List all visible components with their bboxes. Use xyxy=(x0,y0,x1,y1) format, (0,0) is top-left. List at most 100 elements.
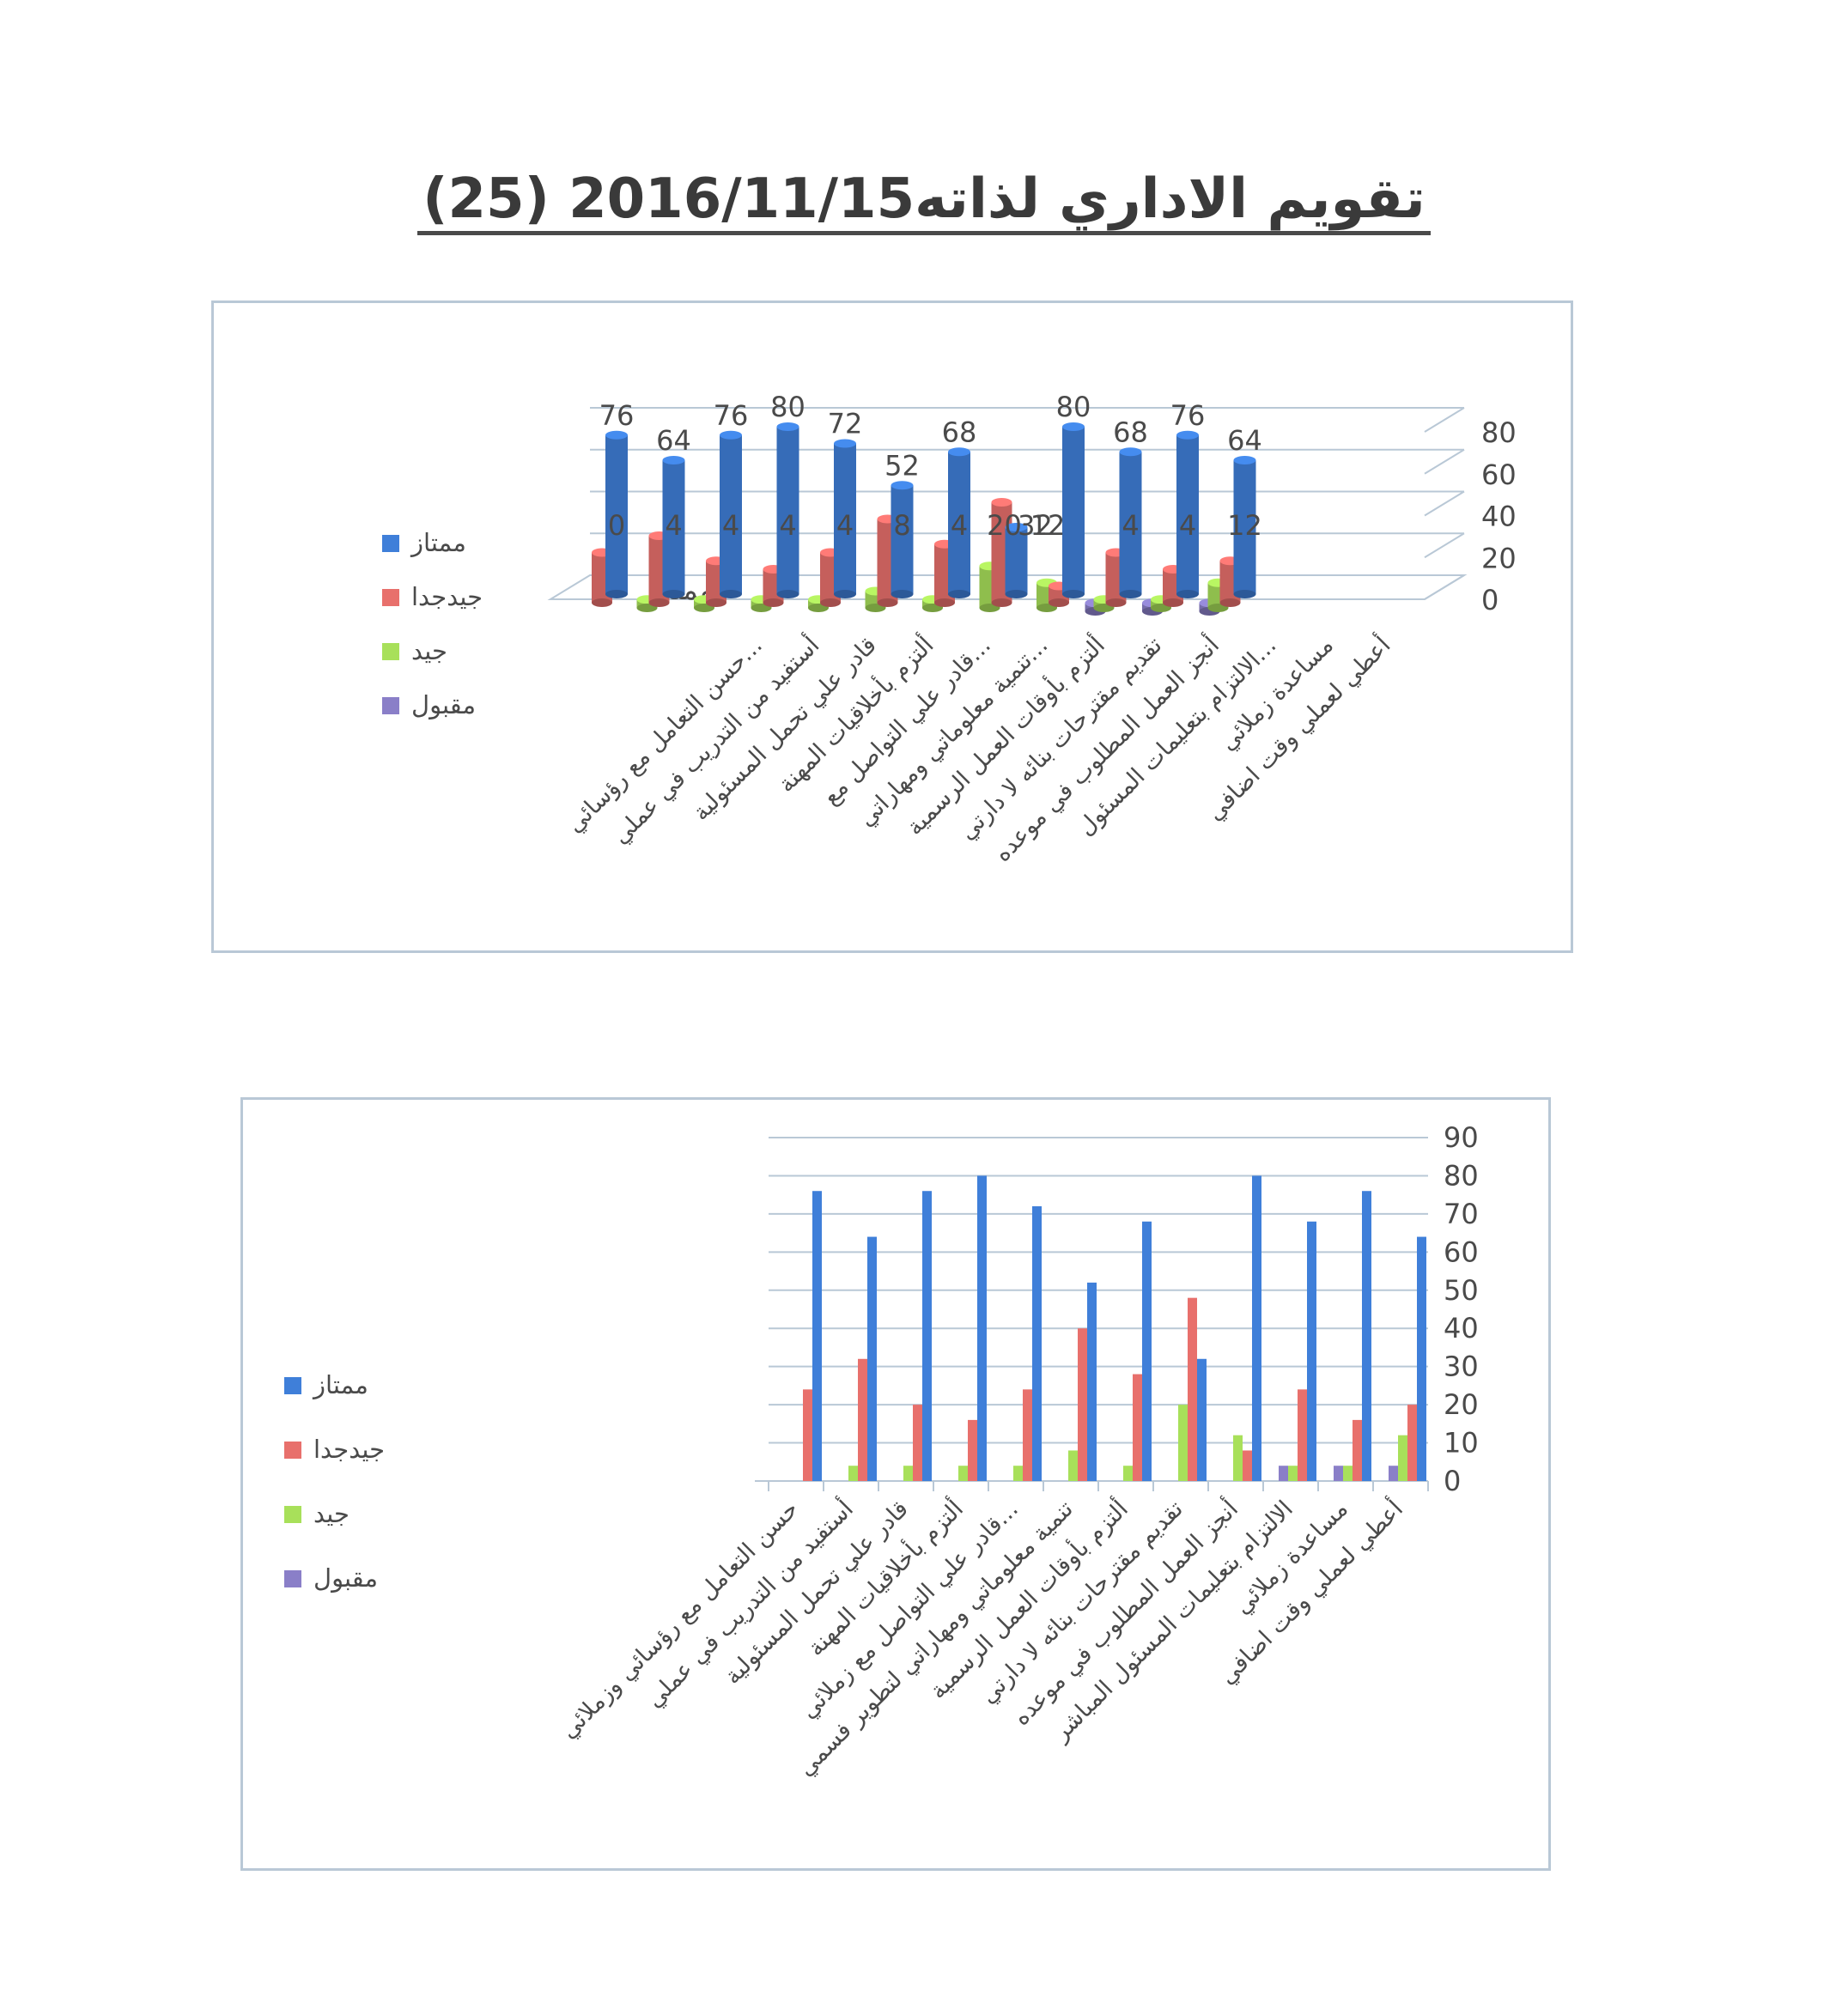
bar-top-0 xyxy=(662,456,685,464)
bar-2 xyxy=(1288,1466,1298,1481)
bar-0 xyxy=(1005,527,1028,594)
legend-swatch xyxy=(382,697,399,714)
bar-0 xyxy=(1032,1206,1042,1481)
y-tick-label: 40 xyxy=(1481,501,1517,533)
bar-base-1 xyxy=(648,598,670,607)
bar-top-0 xyxy=(720,430,742,440)
y-tick-label: 20 xyxy=(1481,542,1517,574)
data-label: 80 xyxy=(1056,391,1091,423)
bar-2 xyxy=(1343,1466,1353,1481)
bar-1 xyxy=(913,1405,922,1481)
bar-2 xyxy=(1398,1435,1407,1481)
bar-base-1 xyxy=(877,598,898,607)
bar-0 xyxy=(776,427,799,594)
bar-base-0 xyxy=(605,590,628,598)
data-label: 8 xyxy=(893,509,910,542)
data-label: 76 xyxy=(599,399,635,432)
bar-base-1 xyxy=(991,598,1012,607)
bar-base-1 xyxy=(763,598,784,607)
data-label: 64 xyxy=(1227,424,1262,457)
bar-0 xyxy=(1233,460,1256,594)
bar-top-0 xyxy=(891,481,914,490)
y-tick-label: 10 xyxy=(1444,1427,1479,1460)
legend-label: ممتاز xyxy=(410,528,466,557)
y-tick-label: 50 xyxy=(1444,1274,1479,1307)
legend-label: جيدجدا xyxy=(411,582,483,611)
bar-1 xyxy=(858,1358,867,1481)
bar-base-0 xyxy=(1062,590,1085,598)
bar-base-1 xyxy=(1049,598,1069,607)
bar-0 xyxy=(1062,427,1085,594)
bar-base-0 xyxy=(1176,590,1199,598)
legend-label: مقبول xyxy=(313,1563,378,1593)
data-label: 0 xyxy=(608,509,625,542)
y-tick-label: 80 xyxy=(1444,1159,1479,1192)
bar-2 xyxy=(958,1466,968,1481)
bar-1 xyxy=(1023,1389,1032,1481)
bar-0 xyxy=(1087,1282,1097,1481)
chart-floor xyxy=(547,574,1468,600)
bar-base-0 xyxy=(776,590,799,598)
bar-3 xyxy=(1334,1466,1343,1481)
bar-0 xyxy=(720,434,742,594)
bar-0 xyxy=(605,434,628,594)
bar-2 xyxy=(1013,1466,1023,1481)
bar-top-0 xyxy=(834,439,856,448)
bar-0 xyxy=(1176,434,1199,594)
legend-swatch xyxy=(284,1506,301,1523)
chart-2d-svg: 0 10 20 30 40 50 60 70 80 90 حسن التعامل مع رؤسائي… xyxy=(284,1121,1479,1782)
bar-top-0 xyxy=(1176,430,1199,440)
data-label: 20 xyxy=(987,509,1022,542)
gridline-side xyxy=(1424,490,1465,517)
data-label: 68 xyxy=(942,416,977,448)
bar-3 xyxy=(1389,1466,1398,1481)
bar-base-1 xyxy=(1219,598,1241,607)
y-tick-label: 70 xyxy=(1444,1198,1479,1230)
bar-1 xyxy=(968,1419,977,1481)
data-label: 4 xyxy=(836,509,854,542)
data-label: 4 xyxy=(951,509,968,542)
legend-swatch xyxy=(382,589,399,606)
bar-0 xyxy=(1362,1191,1371,1481)
bar-1 xyxy=(1353,1419,1362,1481)
bar-top-0 xyxy=(776,422,799,431)
bar-1 xyxy=(1188,1297,1197,1481)
bar-0 xyxy=(1197,1358,1207,1481)
bar-base-1 xyxy=(592,598,612,607)
bar-0 xyxy=(662,460,685,594)
category-label: حسن التعامل مع رؤسائي وزملائي xyxy=(556,1496,804,1744)
data-label: 76 xyxy=(714,399,749,432)
bar-1 xyxy=(1298,1389,1307,1481)
bar-0 xyxy=(834,443,856,594)
bar-base-1 xyxy=(1105,598,1127,607)
bar-top-0 xyxy=(1233,456,1256,464)
bar-0 xyxy=(1307,1221,1316,1481)
bar-base-0 xyxy=(891,590,914,598)
data-label: 4 xyxy=(779,509,796,542)
legend: ممتاز جيدجدا جيد مقبول xyxy=(382,528,483,719)
bar-3 xyxy=(1279,1466,1288,1481)
bar-0 xyxy=(922,1191,932,1481)
bar-0 xyxy=(891,485,914,594)
y-tick-label: 90 xyxy=(1444,1121,1479,1154)
bar-0 xyxy=(977,1175,987,1481)
bar-base-0 xyxy=(834,590,856,598)
data-label: 4 xyxy=(722,509,739,542)
data-label: 4 xyxy=(1122,509,1139,542)
bar-top-0 xyxy=(948,447,970,457)
bar-base-0 xyxy=(720,590,742,598)
bar-1 xyxy=(1078,1328,1087,1481)
bar-2 xyxy=(1233,1435,1243,1481)
y-tick-label: 0 xyxy=(1444,1465,1461,1497)
data-label: 32 xyxy=(1018,509,1053,542)
y-tick-label: 30 xyxy=(1444,1351,1479,1383)
legend-label: مقبول xyxy=(411,690,476,719)
bar-base-1 xyxy=(820,598,841,607)
legend-label: جيد xyxy=(313,1499,350,1528)
page-title-text: تقويم الاداري لذاته2016/11/15 (25) xyxy=(417,167,1431,235)
bar-base-1 xyxy=(706,598,726,607)
bar-0 xyxy=(1417,1236,1426,1481)
y-tick-label: 20 xyxy=(1444,1388,1479,1421)
bar-base-0 xyxy=(1119,590,1142,598)
data-label: 76 xyxy=(1170,399,1206,432)
